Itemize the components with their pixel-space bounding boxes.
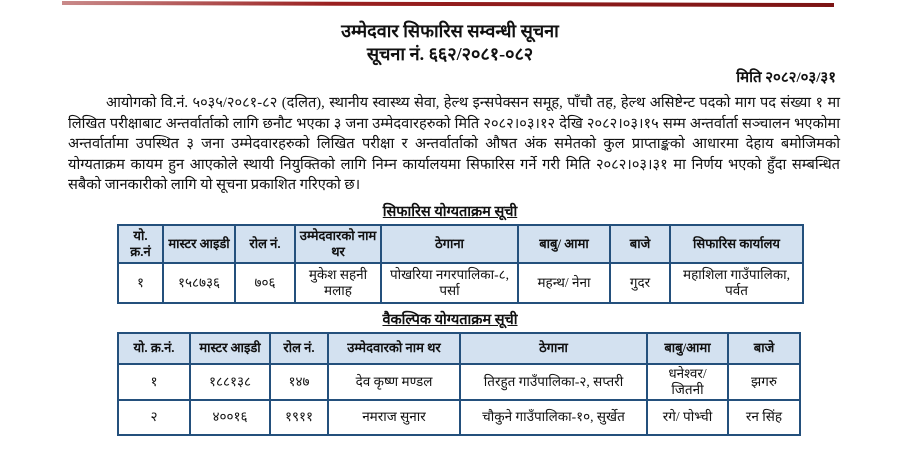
recommended-list-heading: सिफारिस योग्यताक्रम सूची	[382, 203, 518, 220]
notice-number: सूचना नं. ६६२/२०८१-०८२	[366, 44, 534, 64]
cell-address: चौकुने गाउँपालिका-१०, सुर्खेत	[459, 398, 648, 436]
alternative-table: यो. क्र.नं. मास्टर आइडी रोल नं. उम्मेदवा…	[117, 331, 801, 436]
cell-sn: १	[117, 261, 164, 304]
cell-master-id: १८८१३८	[189, 362, 271, 401]
cell-parents: रगे/ पोभ्ची	[646, 398, 729, 436]
table-row: २ ४००१६ १९११ नमराज सुनार चौकुने गाउँपालि…	[117, 398, 801, 436]
cell-master-id: ४००१६	[189, 398, 271, 436]
cell-candidate-name: देव कृष्ण मण्डल	[327, 362, 461, 401]
alternative-list-heading: वैकल्पिक योग्यताक्रम सूची	[382, 311, 518, 328]
col-header-address: ठेगाना	[380, 223, 519, 264]
col-header-roll-no: रोल नं.	[269, 331, 329, 365]
cell-roll-no: १४७	[269, 362, 329, 401]
table-header-row: यो. क्र.नं मास्टर आइडी रोल नं. उम्मेदवार…	[117, 223, 804, 264]
cell-grandfather: गुदर	[609, 261, 671, 304]
cell-grandfather: रन सिंह	[727, 398, 801, 436]
cell-candidate-name: नमराज सुनार	[327, 398, 461, 436]
cell-parents: महन्थ/ नेना	[517, 261, 611, 304]
col-header-address: ठेगाना	[459, 331, 648, 365]
col-header-master-id: मास्टर आइडी	[162, 223, 236, 264]
table-row: १ १५८७३६ ७०६ मुकेश सहनी मलाह पोखरिया नगर…	[117, 261, 804, 304]
cell-address: पोखरिया नगरपालिका-८, पर्सा	[380, 261, 519, 304]
cell-roll-no: १९११	[269, 398, 329, 436]
col-header-sn: यो. क्र.नं.	[117, 331, 191, 365]
col-header-candidate-name: उम्मेदवारको नाम थर	[294, 223, 382, 264]
cell-sn: १	[117, 362, 191, 401]
col-header-master-id: मास्टर आइडी	[189, 331, 271, 365]
cell-address: तिरहुत गाउँपालिका-२, सप्तरी	[459, 362, 648, 401]
col-header-grandfather: बाजे	[609, 223, 671, 264]
cell-parents: धनेश्वर/ जितनी	[646, 362, 729, 401]
col-header-candidate-name: उम्मेदवारको नाम थर	[327, 331, 461, 365]
col-header-office: सिफारिस कार्यालय	[669, 223, 804, 264]
recommended-table: यो. क्र.नं मास्टर आइडी रोल नं. उम्मेदवार…	[117, 223, 804, 304]
cell-grandfather: झगरु	[727, 362, 801, 401]
table-row: १ १८८१३८ १४७ देव कृष्ण मण्डल तिरहुत गाउँ…	[117, 362, 801, 401]
notice-body-paragraph: आयोगको वि.नं. ५०३५/२०८१-८२ (दलित), स्थान…	[68, 95, 840, 194]
cell-sn: २	[117, 398, 191, 436]
cell-candidate-name: मुकेश सहनी मलाह	[294, 261, 382, 304]
col-header-grandfather: बाजे	[727, 331, 801, 365]
cell-master-id: १५८७३६	[162, 261, 236, 304]
cell-office: महाशिला गाउँपालिका, पर्वत	[669, 261, 804, 304]
col-header-parents: बाबु/ आमा	[517, 223, 611, 264]
cell-roll-no: ७०६	[234, 261, 296, 304]
table-header-row: यो. क्र.नं. मास्टर आइडी रोल नं. उम्मेदवा…	[117, 331, 801, 365]
col-header-parents: बाबु/आमा	[646, 331, 729, 365]
col-header-roll-no: रोल नं.	[234, 223, 296, 264]
col-header-sn: यो. क्र.नं	[117, 223, 164, 264]
notice-date: मिति २०८२/०३/३१	[736, 70, 836, 86]
page-title: उम्मेदवार सिफारिस सम्वन्धी सूचना	[341, 21, 559, 41]
